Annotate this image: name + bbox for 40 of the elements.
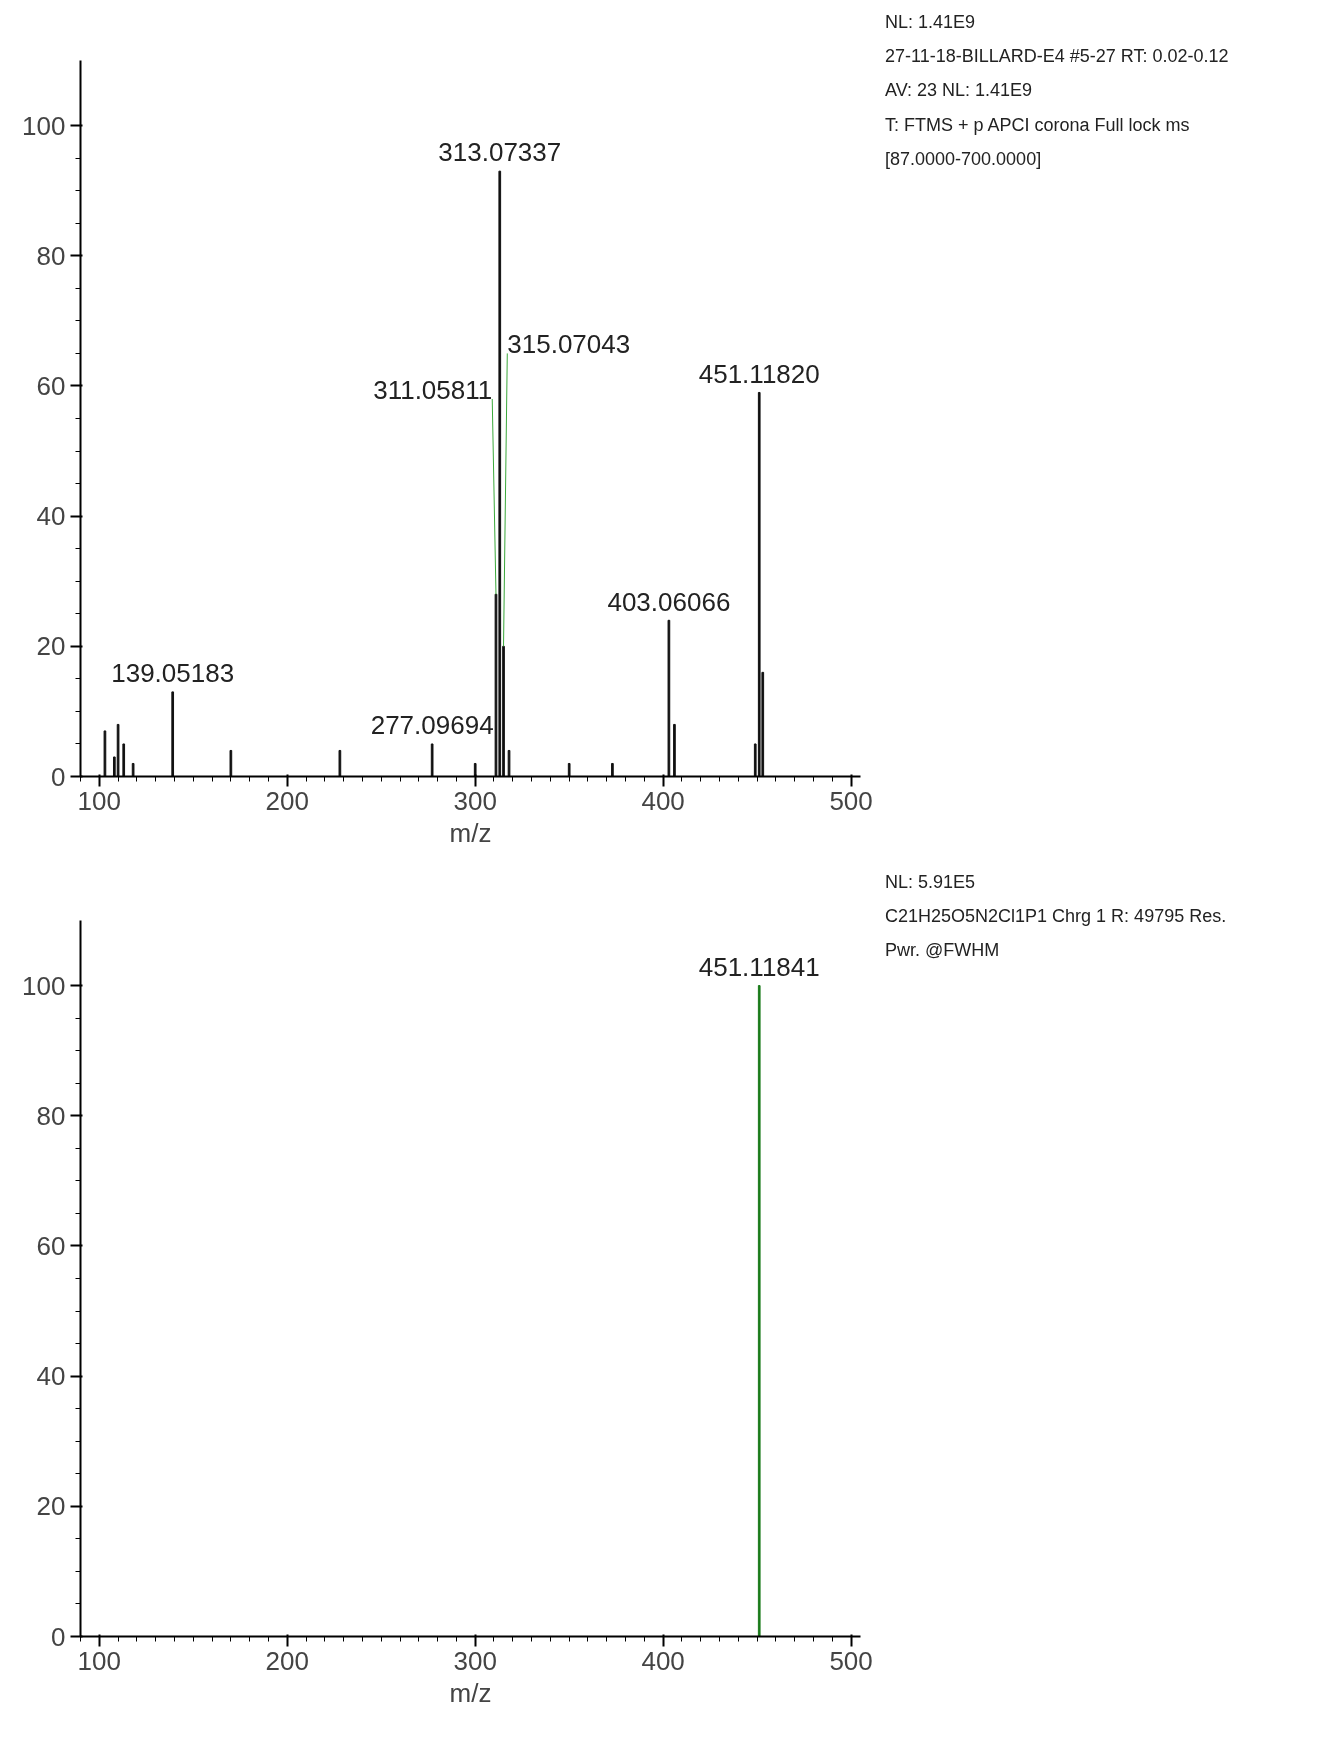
annotation: 311.05811 <box>373 374 493 405</box>
text: [87.0000-700.0000] <box>885 148 1042 169</box>
text: T: FTMS + p APCI corona Full lock ms <box>885 114 1190 135</box>
y-tick-label: 40 <box>36 1361 66 1392</box>
text: NL: 5.91E5 <box>885 872 976 892</box>
annotation: 139.05183 <box>111 658 235 689</box>
x-tick-label: 500 <box>829 785 873 816</box>
text: NL: 1.41E9 <box>885 12 976 32</box>
annotation: 315.07043 <box>507 329 631 360</box>
text: C21H25O5N2Cl1P1 Chrg 1 R: 49795 Res. <box>885 906 1227 927</box>
x-tick-label: 300 <box>453 1645 497 1676</box>
x-tick-label: 400 <box>641 1645 685 1676</box>
text: AV: 23 NL: 1.41E9 <box>885 80 1033 101</box>
y-tick-label: 20 <box>36 631 66 662</box>
y-tick-label: 80 <box>36 240 66 271</box>
x-tick-label: 100 <box>77 785 121 816</box>
y-tick-label: 60 <box>36 370 66 401</box>
y-tick-label: 80 <box>36 1100 66 1131</box>
annotation: 403.06066 <box>607 586 731 617</box>
y-tick-label: 100 <box>22 110 66 141</box>
x-tick-label: 400 <box>641 785 685 816</box>
y-tick-label: 0 <box>51 1621 66 1652</box>
x-axis-title: m/z <box>449 1677 492 1708</box>
x-axis-title: m/z <box>449 817 492 848</box>
x-tick-label: 200 <box>265 1645 309 1676</box>
y-tick-label: 100 <box>22 970 66 1001</box>
y-tick-label: 40 <box>36 501 66 532</box>
text: Pwr. @FWHM <box>885 940 1000 961</box>
y-tick-label: 0 <box>51 761 66 792</box>
x-tick-label: 500 <box>829 1645 873 1676</box>
x-tick-label: 100 <box>77 1645 121 1676</box>
text: 27-11-18-BILLARD-E4 #5-27 RT: 0.02-0.12 <box>885 46 1229 67</box>
annotation: 451.11820 <box>698 358 820 389</box>
y-tick-label: 20 <box>36 1491 66 1522</box>
x-tick-label: 200 <box>265 785 309 816</box>
y-tick-label: 60 <box>36 1230 66 1261</box>
annotation: 451.11841 <box>698 951 820 982</box>
x-tick-label: 300 <box>453 785 497 816</box>
annotation: 277.09694 <box>370 710 494 741</box>
annotation: 313.07337 <box>438 137 562 168</box>
